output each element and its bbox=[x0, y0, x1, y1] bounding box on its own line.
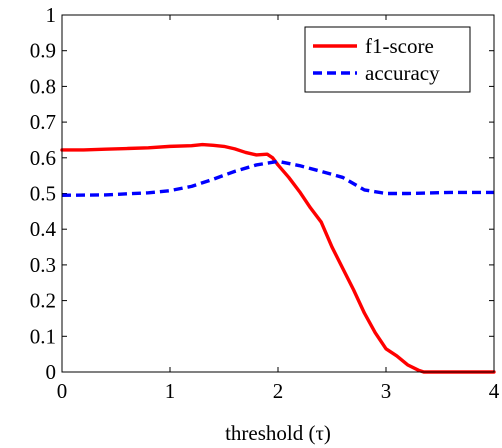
series-line-accuracy bbox=[61, 159, 494, 197]
y-tick-label: 0.6 bbox=[30, 146, 56, 170]
y-tick-label: 0.9 bbox=[30, 39, 56, 63]
x-tick-label: 3 bbox=[381, 379, 392, 403]
x-tick-label: 4 bbox=[489, 379, 500, 403]
y-tick-label: 0.1 bbox=[30, 324, 56, 348]
plot-frame bbox=[61, 14, 495, 373]
legend-label: accuracy bbox=[365, 61, 440, 85]
y-tick-label: 0.8 bbox=[30, 74, 56, 98]
y-tick-label: 0.2 bbox=[30, 289, 56, 313]
x-tick-label: 1 bbox=[165, 379, 176, 403]
x-tick-label: 2 bbox=[273, 379, 284, 403]
legend: f1-score accuracy bbox=[304, 26, 471, 93]
x-axis-label: threshold (τ) bbox=[225, 421, 331, 445]
x-tick-label: 0 bbox=[57, 379, 68, 403]
series-layer bbox=[60, 142, 496, 374]
y-tick-label: 0.3 bbox=[30, 253, 56, 277]
series-line-f1-score bbox=[60, 142, 496, 374]
y-tick-label: 0.7 bbox=[30, 110, 56, 134]
y-tick-label: 0.5 bbox=[30, 182, 56, 206]
ticks-layer: 0 1 2 3 4 0 0.1 0.2 0.3 0.4 0.5 0.6 0.7 0.8 0.9 1 bbox=[30, 3, 500, 403]
y-tick-label: 1 bbox=[46, 3, 57, 27]
y-tick-label: 0 bbox=[46, 360, 57, 384]
legend-label: f1-score bbox=[365, 34, 434, 58]
y-tick-label: 0.4 bbox=[30, 217, 57, 241]
legend-box bbox=[304, 26, 471, 93]
